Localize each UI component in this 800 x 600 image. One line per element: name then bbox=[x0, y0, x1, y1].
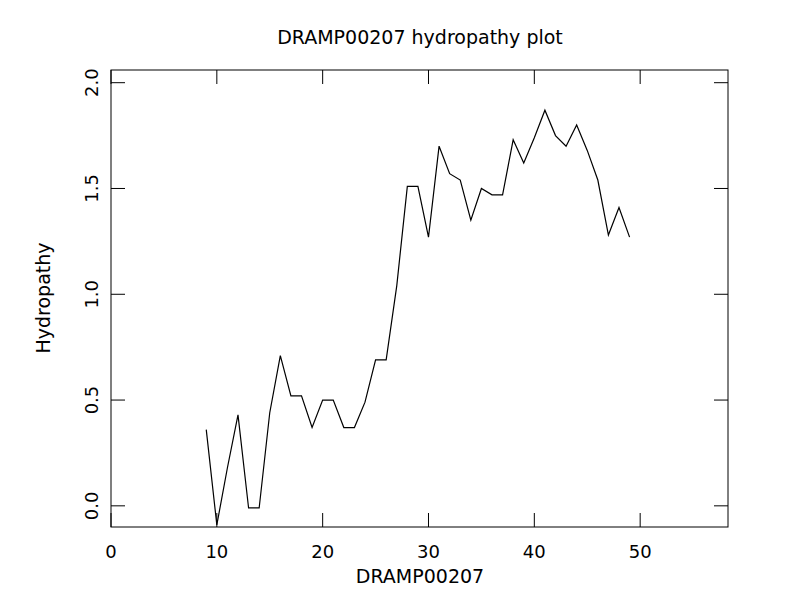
y-tick-right bbox=[714, 505, 728, 506]
x-tick-top bbox=[322, 70, 323, 84]
y-tick-label: 1.0 bbox=[81, 280, 102, 309]
x-tick bbox=[640, 513, 641, 527]
y-tick-label: 0.0 bbox=[81, 492, 102, 521]
x-tick bbox=[111, 513, 112, 527]
y-tick bbox=[111, 188, 125, 189]
y-tick-right bbox=[714, 294, 728, 295]
x-tick-label: 30 bbox=[417, 541, 440, 562]
y-tick-right bbox=[714, 188, 728, 189]
x-tick-top bbox=[534, 70, 535, 84]
x-tick-label: 20 bbox=[311, 541, 334, 562]
chart-svg: 0 10 20 30 40 50 0.0 0.5 1.0 1.5 2.0 DRAMP00207 hyd… bbox=[0, 0, 800, 600]
x-tick bbox=[534, 513, 535, 527]
plot-area bbox=[206, 110, 629, 525]
y-tick-label: 1.5 bbox=[81, 174, 102, 203]
y-tick bbox=[111, 400, 125, 401]
x-tick bbox=[322, 513, 323, 527]
x-tick-top bbox=[640, 70, 641, 84]
y-tick bbox=[111, 294, 125, 295]
chart-title: DRAMP00207 hydropathy plot bbox=[277, 26, 563, 48]
plot-frame bbox=[111, 70, 728, 527]
y-tick-label: 2.0 bbox=[81, 68, 102, 97]
x-tick-label: 10 bbox=[205, 541, 228, 562]
x-tick-top bbox=[428, 70, 429, 84]
y-tick bbox=[111, 82, 125, 83]
x-tick-label: 0 bbox=[105, 541, 116, 562]
y-tick-label: 0.5 bbox=[81, 386, 102, 415]
x-tick-top bbox=[111, 70, 112, 84]
y-tick-right bbox=[714, 82, 728, 83]
y-tick-right bbox=[714, 400, 728, 401]
x-tick-top bbox=[216, 70, 217, 84]
y-axis-label: Hydropathy bbox=[32, 242, 54, 353]
x-axis-label: DRAMP00207 bbox=[356, 565, 484, 587]
chart-container: 0 10 20 30 40 50 0.0 0.5 1.0 1.5 2.0 DRAMP00207 hyd… bbox=[0, 0, 800, 600]
hydropathy-line bbox=[206, 110, 629, 525]
y-tick bbox=[111, 505, 125, 506]
x-tick-label: 40 bbox=[523, 541, 546, 562]
x-tick bbox=[428, 513, 429, 527]
x-tick-label: 50 bbox=[629, 541, 652, 562]
